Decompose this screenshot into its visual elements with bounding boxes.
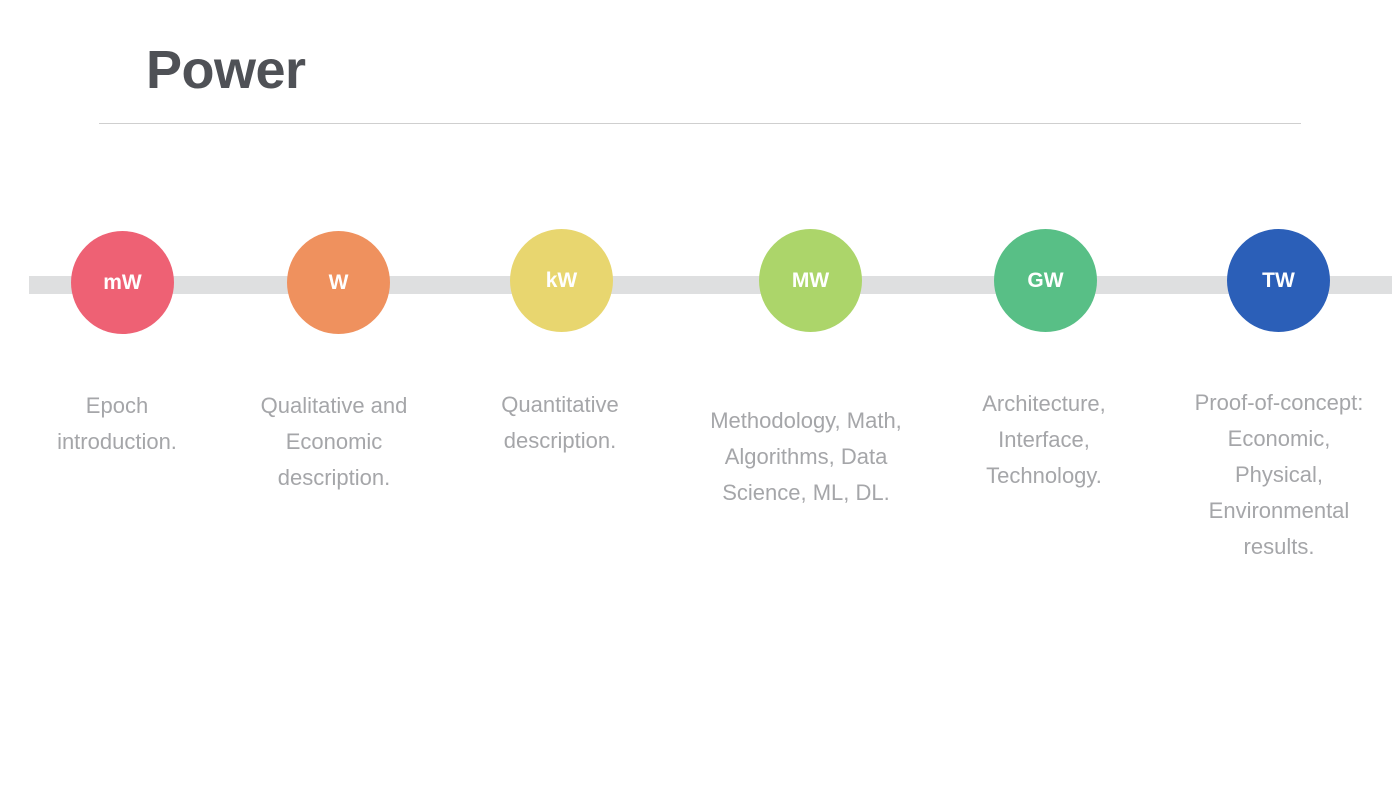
stage-unit-label: TW: [1262, 268, 1295, 292]
stage-description: Qualitative and Economic description.: [260, 393, 408, 490]
stage-description: Quantitative description.: [501, 392, 619, 453]
stage-node-mw-mega: MW: [759, 229, 862, 332]
stage-unit-label: mW: [103, 270, 142, 294]
stage-unit-label: W: [328, 270, 349, 294]
stage-description: Epoch introduction.: [57, 393, 177, 454]
stage-node-gw: GW: [994, 229, 1097, 332]
stage-node-tw: TW: [1227, 229, 1330, 332]
stage-unit-label: kW: [545, 268, 578, 292]
title-divider: [99, 123, 1301, 124]
stage-unit-label: MW: [791, 268, 830, 292]
stage-unit-label: GW: [1027, 268, 1064, 292]
timeline-track: [29, 276, 1392, 294]
stage-node-w: W: [287, 231, 390, 334]
stage-node-mw: mW: [71, 231, 174, 334]
stage-node-kw: kW: [510, 229, 613, 332]
stage-description: Architecture, Interface, Technology.: [982, 391, 1106, 488]
page-title: Power: [146, 40, 306, 100]
stage-description: Methodology, Math, Algorithms, Data Scie…: [710, 408, 902, 505]
stage-description: Proof-of-concept: Economic, Physical, En…: [1194, 390, 1364, 559]
